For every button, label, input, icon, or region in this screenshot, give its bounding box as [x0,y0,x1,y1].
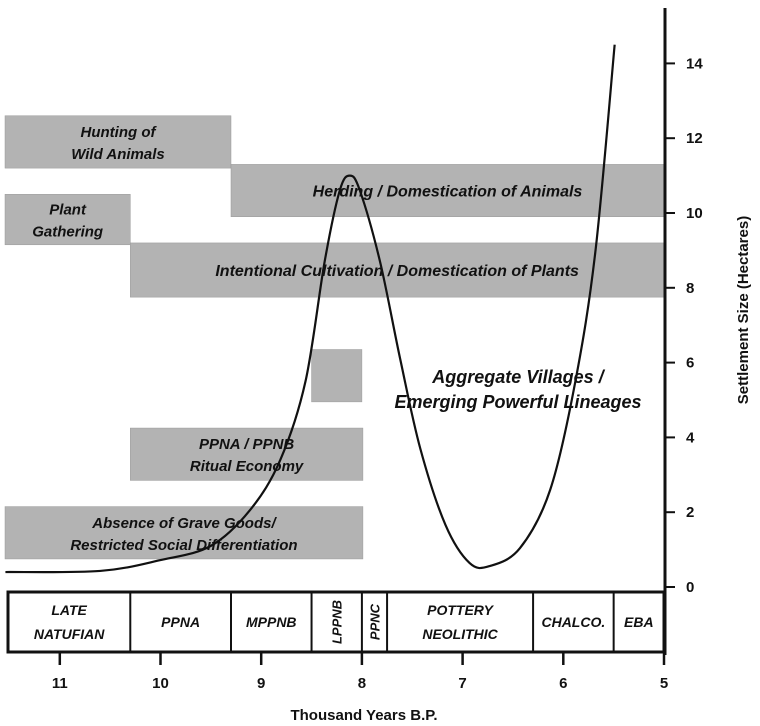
band-label: Ritual Economy [190,458,304,475]
annotation-label: Emerging Powerful Lineages [394,392,641,412]
period-label: PPNA [161,614,200,630]
x-tick-label: 6 [559,675,567,692]
x-tick-label: 7 [458,675,466,692]
period-label: CHALCO. [541,614,605,630]
band-box [4,115,232,169]
band-label: Plant [49,202,87,219]
y-tick-label: 4 [686,429,695,446]
y-tick-label: 8 [686,280,694,297]
band-label: Wild Animals [71,146,165,163]
period-label: EBA [624,614,654,630]
band-box [311,349,363,403]
band-label: Restricted Social Differentiation [70,537,297,554]
period-label: PPNC [367,603,382,640]
x-tick-label: 10 [152,675,169,692]
band-label: Herding / Domestication of Animals [313,184,583,201]
settlement-size-line [5,44,616,574]
period-label: LPPNB [330,600,345,644]
y-tick-label: 12 [686,130,703,147]
y-tick-label: 14 [686,55,703,72]
y-tick-label: 10 [686,205,703,222]
x-tick-label: 9 [257,675,265,692]
band-box [130,427,364,481]
band-box [4,506,364,560]
y-tick-label: 2 [686,504,694,521]
band-box [4,194,131,246]
band-label: Intentional Cultivation / Domestication … [215,263,579,280]
annotation-label: Aggregate Villages / [431,367,605,387]
band-label: Gathering [32,224,103,241]
x-tick-label: 5 [660,675,668,692]
period-timeline [6,590,666,654]
band-label: PPNA / PPNB [199,436,294,453]
band-label: Absence of Grave Goods/ [91,515,277,532]
period-label: NEOLITHIC [422,626,498,642]
band-box [130,242,665,298]
period-label: LATE [51,602,87,618]
x-tick-label: 8 [358,675,366,692]
period-label: MPPNB [246,614,297,630]
band-box [230,164,665,217]
y-axis-label: Settlement Size (Hectares) [735,216,752,404]
x-tick-label: 11 [52,675,68,692]
band-label: Hunting of [81,124,158,141]
y-tick-label: 0 [686,579,694,596]
period-label: POTTERY [427,602,495,618]
x-axis-label: Thousand Years B.P. [290,707,437,724]
y-tick-label: 6 [686,355,694,372]
period-label: NATUFIAN [34,626,105,642]
